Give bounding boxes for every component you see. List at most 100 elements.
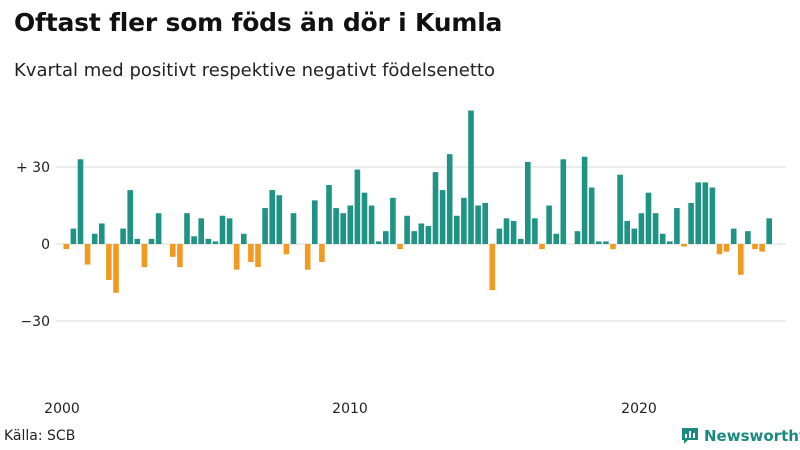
bar-positive xyxy=(475,205,481,244)
bar-positive xyxy=(198,218,204,244)
bar-positive xyxy=(269,190,275,244)
bar-positive xyxy=(695,182,701,244)
bar-positive xyxy=(574,231,581,244)
bar-positive xyxy=(446,154,453,244)
bar-positive xyxy=(354,169,361,244)
bar-positive xyxy=(191,236,197,244)
bar-positive xyxy=(134,238,141,244)
bar-negative xyxy=(84,244,91,265)
bar-positive xyxy=(226,218,233,244)
bar-positive xyxy=(517,238,524,244)
chart-title: Oftast fler som föds än dör i Kumla xyxy=(14,8,503,37)
bar-negative xyxy=(283,244,290,255)
bar-positive xyxy=(439,190,446,244)
bar-positive xyxy=(652,213,659,244)
x-axis-labels: 2000 2010 2020 xyxy=(44,401,657,417)
bar-positive xyxy=(631,228,638,244)
bar-positive xyxy=(581,156,588,244)
bar-positive xyxy=(91,233,98,244)
bar-positive xyxy=(418,223,425,244)
bars xyxy=(63,110,772,293)
bar-positive xyxy=(546,205,552,244)
bar-positive xyxy=(184,213,190,244)
bar-positive xyxy=(588,187,595,244)
x-tick-label: 2000 xyxy=(44,401,80,417)
bar-negative xyxy=(319,244,325,262)
bar-positive xyxy=(745,231,751,244)
bar-negative xyxy=(759,244,765,252)
bar-positive xyxy=(312,200,318,244)
bar-positive xyxy=(709,187,716,244)
bar-negative xyxy=(255,244,261,268)
bar-positive xyxy=(624,220,630,244)
x-tick-label: 2010 xyxy=(332,401,368,417)
bar-negative xyxy=(248,244,254,262)
y-axis-labels: + 30 0 −30 xyxy=(16,160,50,330)
bar-negative xyxy=(304,244,311,270)
bar-positive xyxy=(596,241,602,244)
bar-negative xyxy=(681,244,687,247)
bar-positive xyxy=(361,192,368,244)
bar-positive xyxy=(454,215,460,244)
bar-positive xyxy=(276,195,283,244)
bar-positive xyxy=(205,238,212,244)
bar-negative xyxy=(113,244,119,293)
bar-negative xyxy=(397,244,403,250)
brand-name: Newsworthy xyxy=(704,427,800,445)
bar-positive xyxy=(532,218,538,244)
bar-positive xyxy=(340,213,346,244)
bar-positive xyxy=(148,238,155,244)
bar-positive xyxy=(383,231,389,244)
bar-positive xyxy=(617,174,623,244)
bar-negative xyxy=(177,244,183,268)
bar-positive xyxy=(461,197,467,244)
bar-positive xyxy=(674,208,680,244)
y-tick-label: 0 xyxy=(41,237,50,253)
bar-positive xyxy=(290,213,297,244)
bar-negative xyxy=(610,244,616,250)
bar-positive xyxy=(638,213,645,244)
bar-negative xyxy=(716,244,723,255)
bar-negative xyxy=(141,244,148,268)
bar-negative xyxy=(106,244,112,280)
bar-positive xyxy=(77,159,84,244)
bar-positive xyxy=(603,241,609,244)
bar-positive xyxy=(525,161,531,244)
bar-positive xyxy=(326,184,332,244)
bar-positive xyxy=(730,228,737,244)
bar-negative xyxy=(233,244,240,270)
bar-positive xyxy=(120,228,126,244)
y-tick-label: −30 xyxy=(20,314,50,330)
source-note: Källa: SCB xyxy=(4,428,76,444)
bar-positive xyxy=(375,241,382,244)
bar-positive xyxy=(333,208,339,244)
x-tick-label: 2020 xyxy=(621,401,657,417)
bar-negative xyxy=(738,244,744,275)
bar-negative xyxy=(752,244,758,250)
y-tick-label: + 30 xyxy=(16,160,50,176)
bar-positive xyxy=(496,228,503,244)
bar-positive xyxy=(468,110,474,245)
bar-positive xyxy=(99,223,105,244)
bar-negative xyxy=(723,244,730,252)
bar-positive xyxy=(667,241,673,244)
bar-positive xyxy=(390,197,396,244)
bar-positive xyxy=(219,215,226,244)
bar-positive xyxy=(425,226,432,244)
bar-positive xyxy=(510,220,517,244)
bar-positive xyxy=(503,218,510,244)
bar-positive xyxy=(262,208,268,244)
brand-logo: Newsworthy xyxy=(680,426,800,446)
bar-positive xyxy=(659,233,666,244)
bar-positive xyxy=(688,202,694,244)
bar-positive xyxy=(347,205,354,244)
bar-positive xyxy=(368,205,375,244)
bar-negative xyxy=(170,244,176,257)
bar-negative xyxy=(489,244,496,291)
bar-positive xyxy=(155,213,162,244)
bar-positive xyxy=(482,202,488,244)
bar-negative xyxy=(539,244,545,250)
chart-subtitle: Kvartal med positivt respektive negativt… xyxy=(14,60,495,81)
bar-negative xyxy=(63,244,70,250)
bar-positive xyxy=(645,192,652,244)
